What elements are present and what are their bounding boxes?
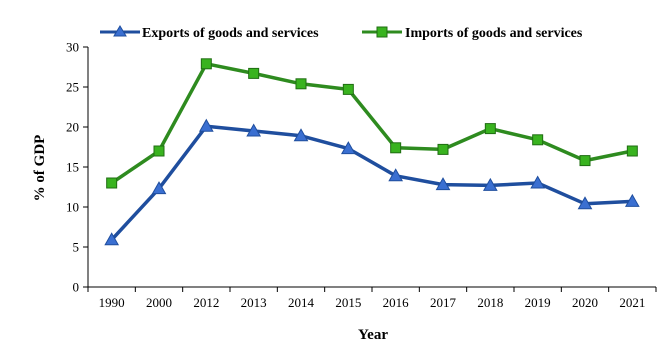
data-point-exports [482,177,498,191]
x-axis-title: Year [358,327,388,343]
x-tick-label: 2017 [430,295,457,310]
legend-label-imports: Imports of goods and services [405,26,583,41]
y-tick-label: 15 [66,160,79,175]
data-point-imports [153,145,165,157]
data-point-imports [484,123,496,135]
y-tick-label: 30 [66,40,79,55]
data-point-imports [106,177,118,189]
series-line-imports [110,62,633,185]
data-point-imports [532,134,544,146]
data-point-exports [246,123,262,137]
data-point-exports [624,193,640,207]
data-point-exports [293,128,309,142]
x-tick-label: 2018 [477,295,503,310]
x-tick-label: 2013 [241,295,267,310]
y-tick-label: 20 [66,120,79,135]
data-point-exports [435,177,451,191]
x-tick-label: 2021 [619,295,645,310]
data-point-imports [248,67,260,79]
x-tick-label: 2015 [335,295,361,310]
data-point-exports [530,175,546,189]
legend-item-imports: Imports of goods and services [362,26,583,41]
data-point-exports [340,141,356,155]
legend: Exports of goods and services Imports of… [100,25,583,41]
legend-label-exports: Exports of goods and services [142,26,319,41]
data-point-imports [295,78,307,90]
y-tick-label: 5 [73,240,80,255]
data-point-exports [577,196,593,210]
data-point-exports [198,118,214,132]
x-tick-label: 2014 [288,295,315,310]
data-point-exports [151,181,167,195]
legend-marker-exports [113,25,127,37]
plot-area [104,58,640,246]
data-point-imports [200,58,212,70]
data-point-exports [104,232,120,246]
x-axis: 1990 2000 2012 2013 2014 2015 2016 2017 2018 2019… [87,286,657,310]
y-tick-label: 10 [66,200,79,215]
y-axis-title: % of GDP [32,135,48,202]
x-tick-label: 2000 [146,295,172,310]
data-point-imports [626,145,638,157]
x-tick-label: 2012 [193,295,219,310]
data-point-imports [437,143,449,155]
legend-marker-imports [376,26,388,38]
x-tick-label: 2016 [383,295,410,310]
x-tick-label: 2019 [525,295,551,310]
y-axis: 0 5 10 15 20 25 30 [66,40,89,295]
data-point-exports [388,168,404,182]
x-tick-label: 2020 [572,295,598,310]
data-point-imports [390,142,402,154]
x-tick-label: 1990 [99,295,125,310]
data-point-imports [342,83,354,95]
data-point-imports [579,155,591,167]
series-line-exports [110,124,633,241]
legend-item-exports: Exports of goods and services [100,25,319,41]
y-tick-label: 0 [73,280,80,295]
y-tick-label: 25 [66,80,79,95]
